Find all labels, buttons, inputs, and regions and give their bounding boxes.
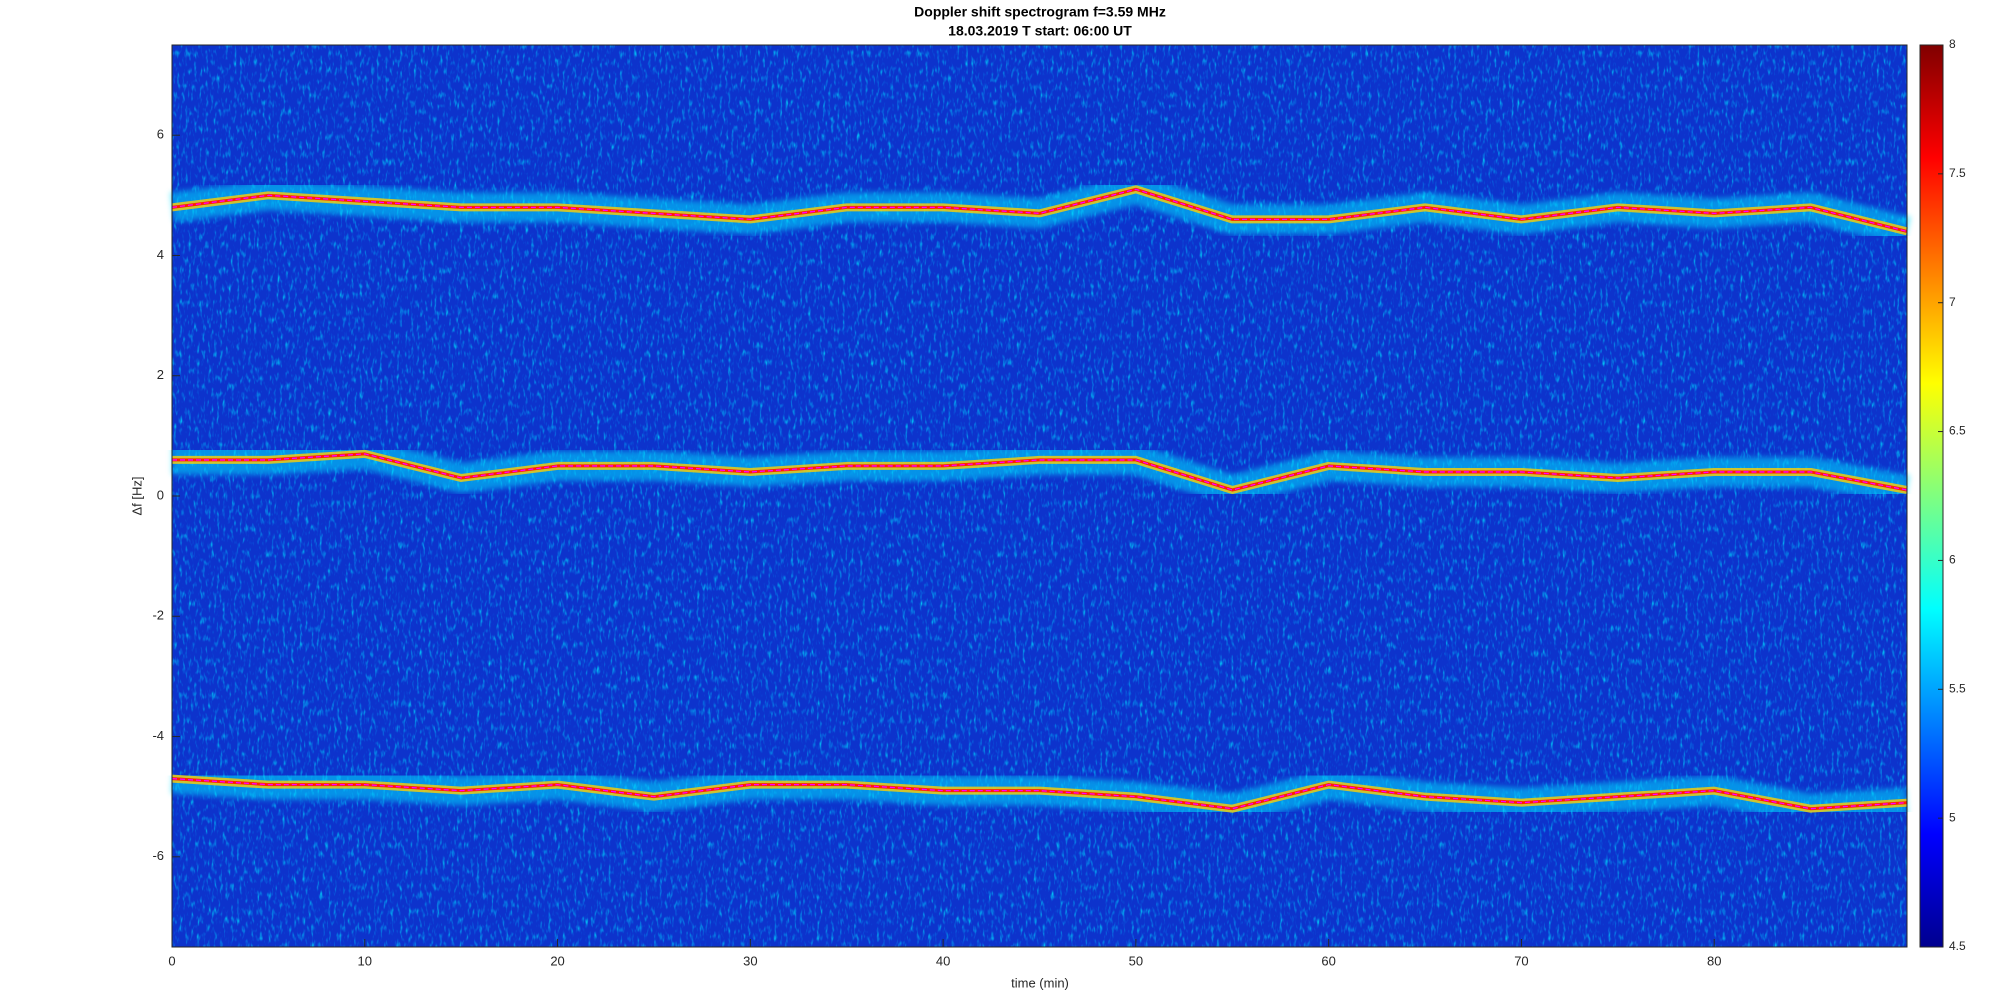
x-axis-label: time (min) [1011, 975, 1069, 990]
x-tick-label: 0 [168, 953, 175, 968]
x-tick-label: 40 [936, 953, 950, 968]
colorbar-tick-label: 7 [1949, 295, 1956, 309]
y-tick-label: 6 [157, 127, 164, 142]
y-axis-label: Δf [Hz] [129, 476, 144, 515]
x-tick-label: 20 [550, 953, 564, 968]
y-tick-label: -6 [152, 848, 164, 863]
ridge-trace [171, 777, 1908, 810]
ridge-trace [171, 188, 1908, 233]
chart-subtitle: 18.03.2019 T start: 06:00 UT [948, 23, 1132, 39]
ridge-trace [172, 453, 1908, 491]
noise-texture [172, 45, 1907, 947]
colorbar-tick-label: 5.5 [1949, 681, 1966, 695]
x-tick-label: 10 [358, 953, 372, 968]
y-tick-label: 2 [157, 367, 164, 382]
chart-title: Doppler shift spectrogram f=3.59 MHz [914, 4, 1166, 20]
x-tick-label: 60 [1321, 953, 1335, 968]
x-tick-label: 80 [1707, 953, 1721, 968]
colorbar-tick-label: 7.5 [1949, 166, 1966, 180]
x-tick-label: 30 [743, 953, 757, 968]
colorbar-tick-label: 5 [1949, 810, 1956, 824]
y-tick-label: 0 [157, 487, 164, 502]
colorbar-tick-label: 6.5 [1949, 424, 1966, 438]
y-tick-label: -4 [152, 728, 164, 743]
x-tick-label: 70 [1514, 953, 1528, 968]
colorbar-tick-label: 6 [1949, 553, 1956, 567]
colorbar-tick-label: 8 [1949, 37, 1956, 51]
x-tick-label: 50 [1129, 953, 1143, 968]
y-tick-label: 4 [157, 247, 164, 262]
colorbar-tick-label: 4.5 [1949, 939, 1966, 953]
y-tick-label: -2 [152, 608, 164, 623]
colorbar [1919, 44, 1944, 948]
